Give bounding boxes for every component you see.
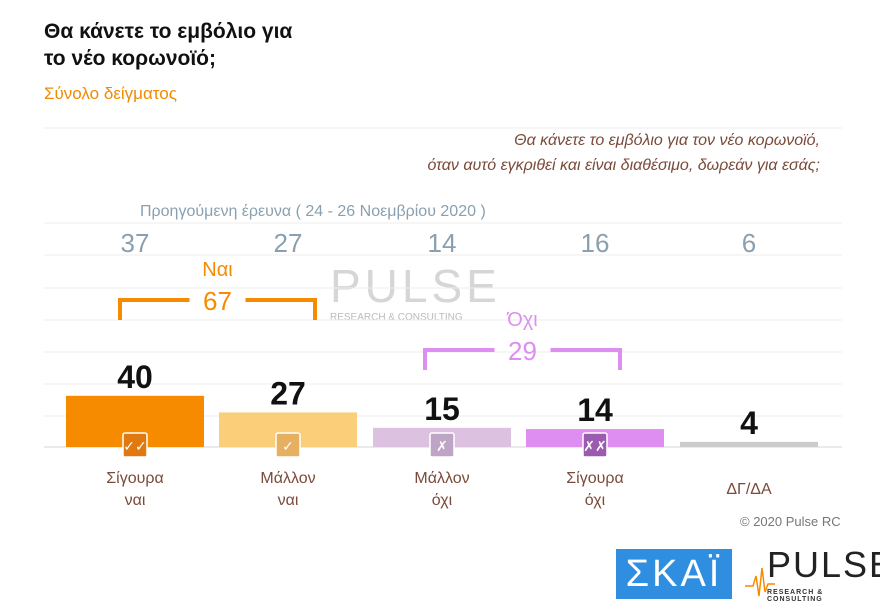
data-label: 15 — [424, 391, 460, 427]
bar — [680, 441, 818, 447]
watermark-sub: RESEARCH & CONSULTING — [330, 312, 463, 323]
category-label: ΔΓ/ΔΑ — [726, 481, 772, 498]
no-group-value: 29 — [508, 336, 537, 366]
pulse-logo-word: PULSE — [767, 544, 880, 585]
check-icon — [275, 432, 301, 458]
no-group-bracket — [423, 348, 622, 370]
previous-value: 16 — [581, 228, 610, 258]
no-group-label: Όχι — [506, 309, 537, 331]
category-label: Σίγουρα — [106, 470, 163, 487]
question-text: Θα κάνετε το εμβόλιο για τον νέο κορωνοϊ… — [427, 128, 820, 178]
previous-value: 27 — [274, 228, 303, 258]
pulse-wave-icon — [745, 567, 775, 597]
double-cross-icon — [582, 432, 608, 458]
category-label: ναι — [278, 492, 299, 509]
previous-survey-label: Προηγούμενη έρευνα ( 24 - 26 Νοεμβρίου 2… — [140, 203, 486, 220]
yes-group-label: Ναι — [202, 259, 232, 281]
pulse-logo: PULSE RESEARCH & CONSULTING — [745, 544, 880, 603]
double-check-icon-glyph: ✓✓ — [123, 439, 146, 455]
check-icon-glyph: ✓ — [282, 439, 294, 455]
question-line: Θα κάνετε το εμβόλιο για τον νέο κορωνοϊ… — [514, 132, 820, 149]
data-label: 14 — [577, 392, 613, 428]
cross-icon-glyph: ✗ — [436, 439, 448, 455]
category-label: όχι — [432, 492, 453, 509]
category-label: ναι — [125, 492, 146, 509]
copyright: © 2020 Pulse RC — [740, 514, 841, 529]
category-label: όχι — [585, 492, 606, 509]
cross-icon — [429, 432, 455, 458]
double-cross-icon-glyph: ✗✗ — [583, 439, 606, 455]
skai-logo: ΣΚΑΪ — [616, 549, 732, 599]
previous-value: 6 — [742, 228, 756, 258]
watermark-logo: PULSE — [330, 260, 501, 312]
chart-subtitle: Σύνολο δείγματος — [44, 84, 177, 103]
yes-group-bracket — [118, 298, 317, 320]
data-label: 40 — [117, 359, 153, 395]
data-label: 27 — [270, 375, 306, 411]
yes-group-value: 67 — [203, 286, 232, 316]
data-label: 4 — [740, 405, 758, 441]
double-check-icon — [122, 432, 148, 458]
previous-value: 14 — [428, 228, 457, 258]
category-label: Σίγουρα — [566, 470, 623, 487]
chart-title: Θα κάνετε το εμβόλιο για το νέο κορωνοϊό… — [44, 20, 293, 70]
category-label: Μάλλον — [414, 470, 469, 487]
previous-value: 37 — [121, 228, 150, 258]
question-line: όταν αυτό εγκριθεί και είναι διαθέσιμο, … — [427, 157, 820, 174]
category-label: Μάλλον — [260, 470, 315, 487]
pulse-logo-sub: RESEARCH & CONSULTING — [767, 589, 824, 603]
